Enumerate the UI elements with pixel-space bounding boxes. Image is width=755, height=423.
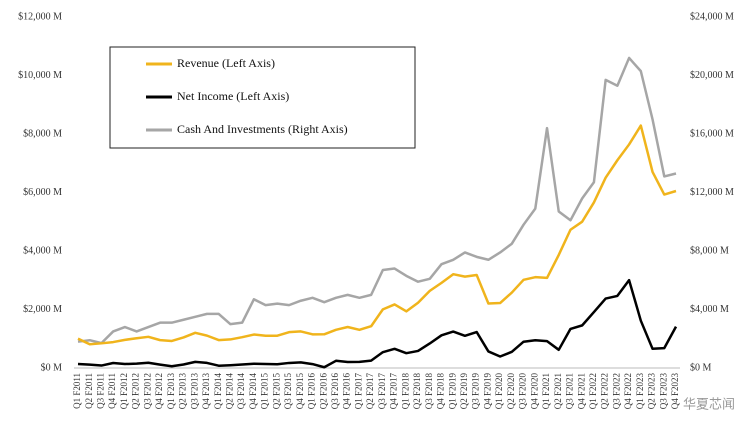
y-tick-label: $0 M <box>41 362 63 373</box>
x-tick-label: Q4 F2012 <box>154 373 164 409</box>
x-tick-label: Q4 F2015 <box>295 373 305 410</box>
x-tick-label: Q1 F2023 <box>635 373 645 410</box>
y2-tick-label: $4,000 M <box>690 304 729 315</box>
watermark: 华夏芯闻 <box>683 398 735 413</box>
x-tick-label: Q2 F2014 <box>224 373 234 410</box>
y2-tick-label: $12,000 M <box>690 187 734 198</box>
x-tick-label: Q2 F2013 <box>178 373 188 410</box>
x-tick-label: Q2 F2012 <box>131 373 141 409</box>
x-tick-label: Q2 F2023 <box>647 373 657 410</box>
x-tick-label: Q2 F2016 <box>318 373 328 410</box>
y2-tick-label: $8,000 M <box>690 245 729 256</box>
y2-tick-label: $20,000 M <box>690 70 734 81</box>
x-tick-label: Q2 F2018 <box>412 373 422 410</box>
y-tick-label: $2,000 M <box>23 304 62 315</box>
series-line <box>77 124 677 346</box>
x-tick-label: Q2 F2017 <box>365 373 375 410</box>
legend-label: Net Income (Left Axis) <box>177 89 289 103</box>
x-tick-label: Q1 F2020 <box>494 373 504 410</box>
legend-label: Revenue (Left Axis) <box>177 56 275 70</box>
x-tick-label: Q2 F2019 <box>459 373 469 410</box>
x-tick-label: Q4 F2017 <box>389 373 399 410</box>
x-tick-label: Q3 F2017 <box>377 373 387 410</box>
x-tick-label: Q4 F2021 <box>576 373 586 409</box>
y2-tick-label: $0 M <box>690 362 712 373</box>
x-tick-label: Q1 F2011 <box>72 373 82 409</box>
x-tick-label: Q1 F2022 <box>588 373 598 409</box>
x-tick-label: Q3 F2014 <box>236 373 246 410</box>
y-tick-label: $12,000 M <box>18 11 62 22</box>
x-tick-label: Q3 F2020 <box>518 373 528 410</box>
y-tick-label: $10,000 M <box>18 70 62 81</box>
x-tick-label: Q1 F2013 <box>166 373 176 410</box>
x-tick-label: Q3 F2015 <box>283 373 293 410</box>
x-tick-label: Q1 F2019 <box>447 373 457 410</box>
x-tick-label: Q4 F2014 <box>248 373 258 410</box>
y-tick-label: $6,000 M <box>23 187 62 198</box>
x-tick-label: Q1 F2018 <box>400 373 410 410</box>
x-tick-label: Q4 F2011 <box>107 373 117 409</box>
y-tick-label: $4,000 M <box>23 245 62 256</box>
x-tick-label: Q3 F2022 <box>611 373 621 409</box>
x-tick-label: Q3 F2011 <box>96 373 106 409</box>
x-tick-label: Q1 F2014 <box>213 373 223 410</box>
x-tick-label: Q1 F2021 <box>541 373 551 409</box>
series-line <box>77 56 677 345</box>
x-tick-label: Q4 F2020 <box>529 373 539 410</box>
x-tick-label: Q2 F2020 <box>506 373 516 410</box>
x-tick-label: Q2 F2015 <box>271 373 281 410</box>
x-tick-label: Q1 F2017 <box>353 373 363 410</box>
x-tick-label: Q4 F2016 <box>342 373 352 410</box>
x-tick-label: Q1 F2015 <box>260 373 270 410</box>
x-tick-label: Q2 F2022 <box>600 373 610 409</box>
x-tick-label: Q3 F2016 <box>330 373 340 410</box>
x-tick-label: Q2 F2011 <box>84 373 94 409</box>
x-tick-label: Q4 F2018 <box>436 373 446 410</box>
x-tick-label: Q2 F2021 <box>553 373 563 409</box>
y2-tick-label: $16,000 M <box>690 128 734 139</box>
legend-label: Cash And Investments (Right Axis) <box>177 122 348 136</box>
series-line <box>77 278 678 369</box>
x-tick-label: Q4 F2019 <box>482 373 492 410</box>
x-tick-label: Q3 F2019 <box>471 373 481 410</box>
x-tick-label: Q3 F2021 <box>565 373 575 409</box>
x-tick-label: Q3 F2018 <box>424 373 434 410</box>
x-tick-label: Q1 F2012 <box>119 373 129 409</box>
x-tick-label: Q1 F2016 <box>307 373 317 410</box>
x-tick-label: Q3 F2023 <box>658 373 668 410</box>
x-tick-label: Q3 F2013 <box>189 373 199 410</box>
x-tick-label: Q4 F2022 <box>623 373 633 409</box>
x-tick-label: Q4 F2013 <box>201 373 211 410</box>
x-tick-label: Q4 F2023 <box>670 373 680 410</box>
y-tick-label: $8,000 M <box>23 128 62 139</box>
y2-tick-label: $24,000 M <box>690 11 734 22</box>
x-tick-label: Q3 F2012 <box>142 373 152 409</box>
